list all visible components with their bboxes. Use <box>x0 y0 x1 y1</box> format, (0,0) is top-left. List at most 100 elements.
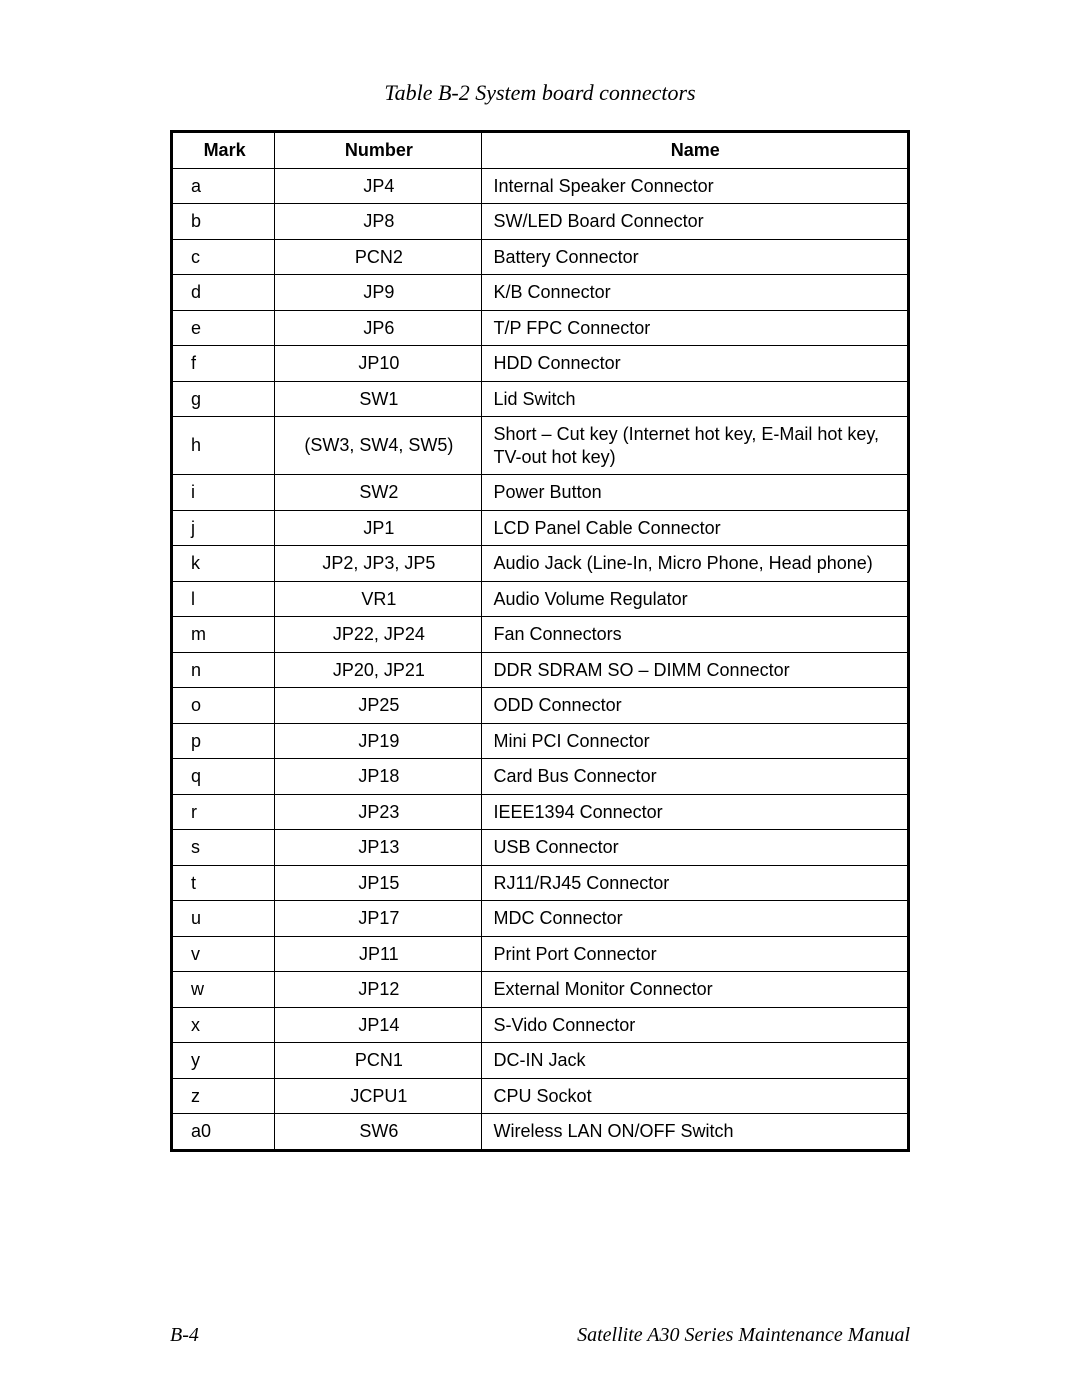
cell-mark: g <box>172 381 275 417</box>
cell-mark: m <box>172 617 275 653</box>
cell-name: Fan Connectors <box>481 617 908 653</box>
page-footer: B-4 Satellite A30 Series Maintenance Man… <box>170 1324 910 1347</box>
cell-mark: c <box>172 239 275 275</box>
table-row: zJCPU1CPU Sockot <box>172 1078 909 1114</box>
cell-number: SW6 <box>275 1114 481 1151</box>
cell-name: DDR SDRAM SO – DIMM Connector <box>481 652 908 688</box>
cell-mark: n <box>172 652 275 688</box>
table-row: lVR1Audio Volume Regulator <box>172 581 909 617</box>
table-row: cPCN2Battery Connector <box>172 239 909 275</box>
table-row: jJP1LCD Panel Cable Connector <box>172 510 909 546</box>
cell-mark: a0 <box>172 1114 275 1151</box>
col-header-number: Number <box>275 132 481 169</box>
cell-mark: p <box>172 723 275 759</box>
col-header-mark: Mark <box>172 132 275 169</box>
cell-number: (SW3, SW4, SW5) <box>275 417 481 475</box>
cell-number: JP9 <box>275 275 481 311</box>
cell-number: JP6 <box>275 310 481 346</box>
table-row: wJP12External Monitor Connector <box>172 972 909 1008</box>
table-body: aJP4Internal Speaker ConnectorbJP8SW/LED… <box>172 168 909 1150</box>
cell-name: RJ11/RJ45 Connector <box>481 865 908 901</box>
cell-number: JP13 <box>275 830 481 866</box>
cell-number: JP2, JP3, JP5 <box>275 546 481 582</box>
cell-mark: f <box>172 346 275 382</box>
cell-mark: s <box>172 830 275 866</box>
cell-number: PCN1 <box>275 1043 481 1079</box>
cell-mark: o <box>172 688 275 724</box>
table-row: vJP11Print Port Connector <box>172 936 909 972</box>
table-row: rJP23IEEE1394 Connector <box>172 794 909 830</box>
cell-number: JP25 <box>275 688 481 724</box>
cell-name: DC-IN Jack <box>481 1043 908 1079</box>
table-row: pJP19Mini PCI Connector <box>172 723 909 759</box>
cell-number: JP8 <box>275 204 481 240</box>
cell-number: JP10 <box>275 346 481 382</box>
cell-name: Mini PCI Connector <box>481 723 908 759</box>
cell-name: K/B Connector <box>481 275 908 311</box>
cell-number: JP22, JP24 <box>275 617 481 653</box>
table-row: eJP6T/P FPC Connector <box>172 310 909 346</box>
cell-number: JP17 <box>275 901 481 937</box>
cell-name: Card Bus Connector <box>481 759 908 795</box>
cell-name: S-Vido Connector <box>481 1007 908 1043</box>
cell-number: SW2 <box>275 475 481 511</box>
table-row: iSW2Power Button <box>172 475 909 511</box>
cell-name: SW/LED Board Connector <box>481 204 908 240</box>
cell-number: JP15 <box>275 865 481 901</box>
table-header-row: Mark Number Name <box>172 132 909 169</box>
cell-number: JP12 <box>275 972 481 1008</box>
cell-mark: a <box>172 168 275 204</box>
cell-name: IEEE1394 Connector <box>481 794 908 830</box>
cell-mark: r <box>172 794 275 830</box>
cell-mark: z <box>172 1078 275 1114</box>
cell-number: JP18 <box>275 759 481 795</box>
cell-number: JP19 <box>275 723 481 759</box>
table-row: sJP13USB Connector <box>172 830 909 866</box>
table-row: xJP14S-Vido Connector <box>172 1007 909 1043</box>
cell-mark: i <box>172 475 275 511</box>
cell-mark: t <box>172 865 275 901</box>
cell-number: JP20, JP21 <box>275 652 481 688</box>
cell-number: JP11 <box>275 936 481 972</box>
cell-name: ODD Connector <box>481 688 908 724</box>
cell-mark: y <box>172 1043 275 1079</box>
table-row: aJP4Internal Speaker Connector <box>172 168 909 204</box>
cell-name: Lid Switch <box>481 381 908 417</box>
col-header-name: Name <box>481 132 908 169</box>
table-row: mJP22, JP24Fan Connectors <box>172 617 909 653</box>
cell-name: MDC Connector <box>481 901 908 937</box>
cell-mark: k <box>172 546 275 582</box>
cell-mark: b <box>172 204 275 240</box>
cell-number: SW1 <box>275 381 481 417</box>
cell-mark: w <box>172 972 275 1008</box>
table-row: qJP18Card Bus Connector <box>172 759 909 795</box>
cell-mark: d <box>172 275 275 311</box>
table-row: tJP15RJ11/RJ45 Connector <box>172 865 909 901</box>
table-caption: Table B-2 System board connectors <box>170 80 910 106</box>
cell-mark: q <box>172 759 275 795</box>
cell-name: LCD Panel Cable Connector <box>481 510 908 546</box>
table-row: a0SW6Wireless LAN ON/OFF Switch <box>172 1114 909 1151</box>
table-row: bJP8SW/LED Board Connector <box>172 204 909 240</box>
table-row: fJP10HDD Connector <box>172 346 909 382</box>
footer-page-number: B-4 <box>170 1324 199 1347</box>
cell-name: Short – Cut key (Internet hot key, E-Mai… <box>481 417 908 475</box>
footer-manual-title: Satellite A30 Series Maintenance Manual <box>577 1324 910 1347</box>
cell-mark: e <box>172 310 275 346</box>
cell-name: HDD Connector <box>481 346 908 382</box>
cell-name: Wireless LAN ON/OFF Switch <box>481 1114 908 1151</box>
table-row: yPCN1DC-IN Jack <box>172 1043 909 1079</box>
table-row: uJP17MDC Connector <box>172 901 909 937</box>
cell-number: JP1 <box>275 510 481 546</box>
cell-name: CPU Sockot <box>481 1078 908 1114</box>
cell-name: Internal Speaker Connector <box>481 168 908 204</box>
cell-mark: u <box>172 901 275 937</box>
cell-number: JP4 <box>275 168 481 204</box>
table-row: oJP25ODD Connector <box>172 688 909 724</box>
cell-number: JP14 <box>275 1007 481 1043</box>
cell-number: JCPU1 <box>275 1078 481 1114</box>
cell-number: JP23 <box>275 794 481 830</box>
cell-mark: j <box>172 510 275 546</box>
cell-mark: h <box>172 417 275 475</box>
cell-mark: v <box>172 936 275 972</box>
